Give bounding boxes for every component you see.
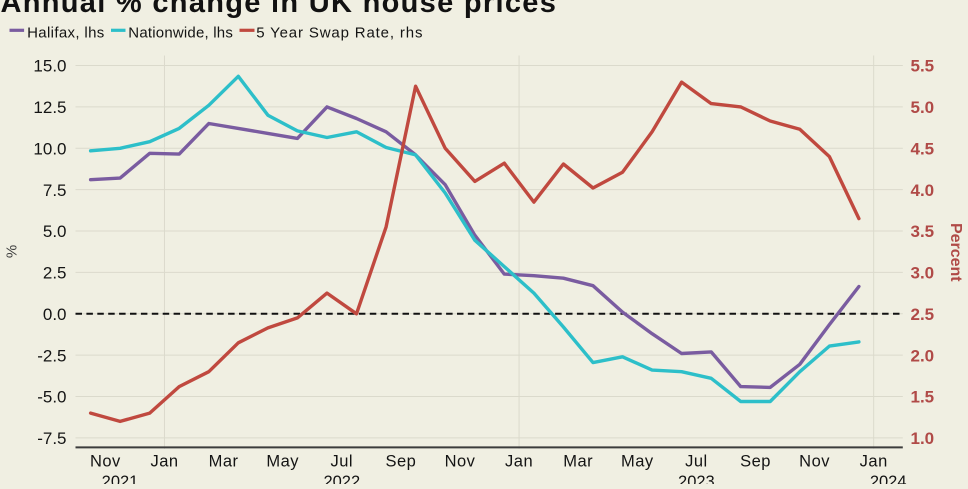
svg-text:3.0: 3.0 xyxy=(911,264,935,283)
svg-text:Halifax, lhs: Halifax, lhs xyxy=(27,25,105,42)
svg-text:2023: 2023 xyxy=(678,473,715,484)
svg-text:2021: 2021 xyxy=(102,473,139,484)
svg-text:2.5: 2.5 xyxy=(43,264,67,283)
svg-text:2.5: 2.5 xyxy=(911,305,935,324)
svg-text:Nov: Nov xyxy=(799,453,830,471)
svg-text:Nov: Nov xyxy=(90,453,121,471)
svg-text:2.0: 2.0 xyxy=(911,346,935,365)
svg-text:Annual % change in UK house pr: Annual % change in UK house prices xyxy=(1,0,558,19)
svg-text:Jan: Jan xyxy=(150,453,178,471)
svg-text:5.0: 5.0 xyxy=(43,222,67,241)
svg-text:Sep: Sep xyxy=(740,453,771,471)
svg-text:Nationwide, lhs: Nationwide, lhs xyxy=(128,25,233,42)
svg-text:0.0: 0.0 xyxy=(43,305,67,324)
svg-text:3.5: 3.5 xyxy=(911,222,935,241)
svg-text:-5.0: -5.0 xyxy=(37,388,66,407)
svg-text:Jul: Jul xyxy=(331,453,354,471)
svg-text:Sep: Sep xyxy=(385,453,416,471)
svg-text:5.5: 5.5 xyxy=(911,57,935,76)
svg-text:-7.5: -7.5 xyxy=(37,429,66,448)
svg-text:1.0: 1.0 xyxy=(911,429,935,448)
svg-text:-2.5: -2.5 xyxy=(37,346,66,365)
svg-text:May: May xyxy=(621,453,654,471)
svg-text:1.5: 1.5 xyxy=(911,388,935,407)
svg-text:May: May xyxy=(266,453,299,471)
svg-text:2022: 2022 xyxy=(323,473,360,484)
svg-text:Jan: Jan xyxy=(860,453,888,471)
svg-text:4.0: 4.0 xyxy=(911,181,935,200)
svg-text:Percent: Percent xyxy=(947,223,964,282)
svg-text:Mar: Mar xyxy=(563,453,593,471)
svg-text:%: % xyxy=(4,245,21,258)
svg-text:15.0: 15.0 xyxy=(33,57,66,76)
svg-text:Jul: Jul xyxy=(685,453,708,471)
svg-text:2024: 2024 xyxy=(870,473,907,484)
svg-text:4.5: 4.5 xyxy=(911,139,935,158)
svg-text:12.5: 12.5 xyxy=(33,98,66,117)
svg-text:Jan: Jan xyxy=(505,453,533,471)
svg-text:10.0: 10.0 xyxy=(33,139,66,158)
svg-text:5 Year Swap Rate, rhs: 5 Year Swap Rate, rhs xyxy=(256,25,423,42)
svg-text:7.5: 7.5 xyxy=(43,181,67,200)
svg-text:5.0: 5.0 xyxy=(911,98,935,117)
svg-text:Mar: Mar xyxy=(209,453,239,471)
svg-text:Nov: Nov xyxy=(445,453,476,471)
